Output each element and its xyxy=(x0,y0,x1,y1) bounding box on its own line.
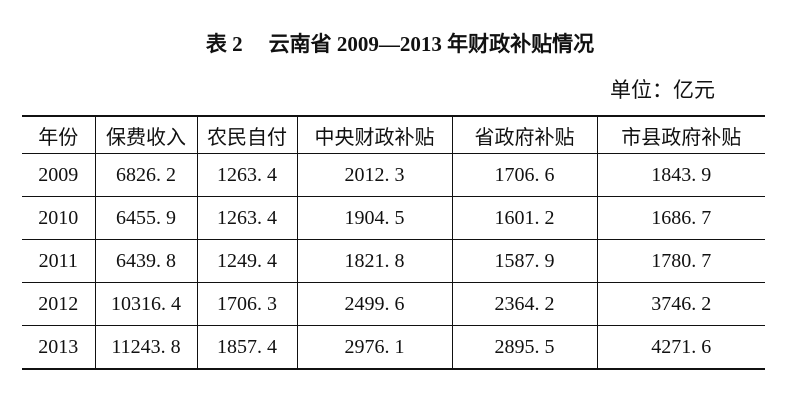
table-cell: 1686. 7 xyxy=(596,196,765,240)
table-cell: 1249. 4 xyxy=(196,239,297,283)
column-header: 市县政府补贴 xyxy=(596,116,765,154)
table-cell: 11243. 8 xyxy=(94,325,197,370)
table-row: 2009 6826. 2 1263. 4 2012. 3 1706. 6 1843. 9 xyxy=(22,153,765,197)
table-cell: 1601. 2 xyxy=(451,196,597,240)
table-title: 表 2 云南省 2009—2013 年财政补贴情况 xyxy=(0,28,800,58)
table-cell: 1904. 5 xyxy=(296,196,452,240)
table-cell: 4271. 6 xyxy=(596,325,765,370)
column-header: 省政府补贴 xyxy=(451,116,597,154)
table-cell: 1263. 4 xyxy=(196,196,297,240)
column-header: 保费收入 xyxy=(94,116,197,154)
table-cell: 2895. 5 xyxy=(451,325,597,370)
table-cell: 1857. 4 xyxy=(196,325,297,370)
table-cell: 1587. 9 xyxy=(451,239,597,283)
table-cell: 3746. 2 xyxy=(596,282,765,326)
table-cell: 1843. 9 xyxy=(596,153,765,197)
table-cell: 2010 xyxy=(22,196,95,240)
table-cell: 6455. 9 xyxy=(94,196,197,240)
table-cell: 2976. 1 xyxy=(296,325,452,370)
table-cell: 1263. 4 xyxy=(196,153,297,197)
table-row: 2011 6439. 8 1249. 4 1821. 8 1587. 9 1780. 7 xyxy=(22,239,765,283)
table-cell: 2499. 6 xyxy=(296,282,452,326)
table-label: 表 2 xyxy=(205,32,243,56)
table-row: 2012 10316. 4 1706. 3 2499. 6 2364. 2 3746. 2 xyxy=(22,282,765,326)
table-cell: 2364. 2 xyxy=(451,282,597,326)
table-cell: 1706. 6 xyxy=(451,153,597,197)
table-cell: 10316. 4 xyxy=(94,282,197,326)
table-cell: 1780. 7 xyxy=(596,239,765,283)
table-cell: 1821. 8 xyxy=(296,239,452,283)
header-row: 年份 保费收入 农民自付 中央财政补贴 省政府补贴 市县政府补贴 xyxy=(22,116,765,154)
column-header: 年份 xyxy=(22,116,95,154)
table-cell: 1706. 3 xyxy=(196,282,297,326)
table-row: 2010 6455. 9 1263. 4 1904. 5 1601. 2 1686. 7 xyxy=(22,196,765,240)
table-row: 2013 11243. 8 1857. 4 2976. 1 2895. 5 4271. 6 xyxy=(22,325,765,370)
table-caption: 云南省 2009—2013 年财政补贴情况 xyxy=(268,32,595,56)
column-header: 中央财政补贴 xyxy=(296,116,452,154)
table-cell: 2012. 3 xyxy=(296,153,452,197)
unit-note: 单位：亿元 xyxy=(610,78,715,102)
table-cell: 2009 xyxy=(22,153,95,197)
column-header: 农民自付 xyxy=(196,116,297,154)
table-cell: 6826. 2 xyxy=(94,153,197,197)
table-cell: 2011 xyxy=(22,239,95,283)
table-cell: 2013 xyxy=(22,325,95,370)
table-cell: 2012 xyxy=(22,282,95,326)
table-cell: 6439. 8 xyxy=(94,239,197,283)
